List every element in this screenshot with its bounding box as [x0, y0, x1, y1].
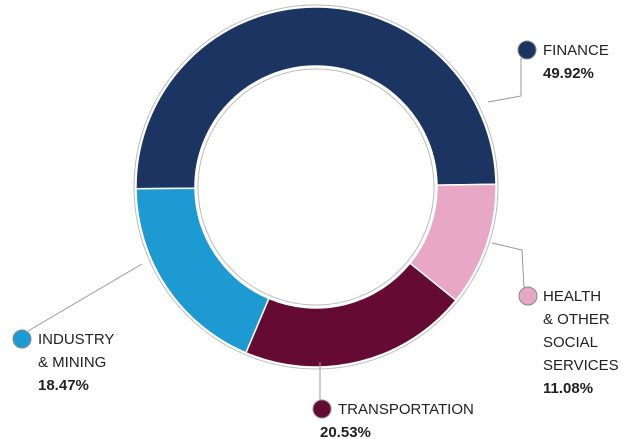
- legend-dot: [518, 286, 538, 306]
- donut-slice: [135, 187, 270, 354]
- slice-label: HEALTH & OTHER SOCIAL SERVICES 11.08%: [543, 285, 619, 400]
- inner-ring: [197, 68, 435, 306]
- slice-label: TRANSPORTATION 20.53%: [320, 398, 474, 439]
- value-label: 18.47%: [38, 377, 89, 394]
- donut-slice: [135, 6, 497, 190]
- outer-ring: [133, 4, 499, 370]
- leader-line: [487, 58, 522, 103]
- slice-label: FINANCE 49.92%: [543, 39, 609, 85]
- category-label: TRANSPORTATION: [338, 401, 474, 418]
- legend-dot: [517, 40, 537, 60]
- slice-label: INDUSTRY & MINING 18.47%: [38, 328, 114, 397]
- leader-line: [491, 242, 525, 289]
- leader-line: [27, 263, 143, 332]
- legend-dot: [312, 399, 332, 419]
- category-label: HEALTH & OTHER SOCIAL SERVICES: [543, 288, 619, 374]
- value-label: 49.92%: [543, 65, 594, 82]
- category-label: INDUSTRY & MINING: [38, 331, 115, 371]
- value-label: 20.53%: [320, 424, 371, 439]
- value-label: 11.08%: [543, 380, 594, 397]
- category-label: FINANCE: [543, 42, 609, 59]
- legend-dot: [12, 329, 32, 349]
